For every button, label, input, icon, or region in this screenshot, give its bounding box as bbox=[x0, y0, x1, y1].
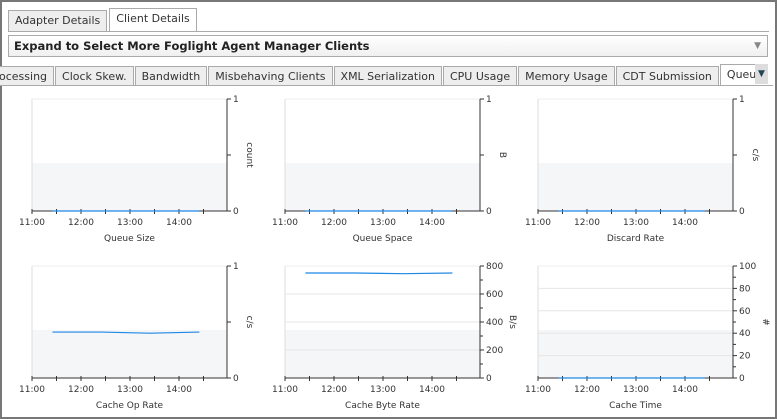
x-tick-label: 13:00 bbox=[117, 218, 143, 228]
tab-cdt-submission[interactable]: CDT Submission bbox=[615, 66, 719, 86]
y-tick-label: 200 bbox=[486, 346, 503, 356]
y-tick-label: 0 bbox=[486, 374, 492, 384]
chart-title: Cache Op Rate bbox=[96, 401, 164, 411]
chart-title: Cache Time bbox=[609, 401, 662, 411]
y-tick-label: 40 bbox=[739, 329, 751, 339]
y-axis-label: count bbox=[244, 142, 254, 168]
plot-band bbox=[285, 163, 480, 211]
y-axis-label: B/s bbox=[507, 315, 517, 329]
x-tick-label: 12:00 bbox=[68, 218, 94, 228]
tab-xml-serialization[interactable]: XML Serialization bbox=[333, 66, 442, 86]
x-tick-label: 11:00 bbox=[19, 385, 45, 395]
chart-title: Queue Space bbox=[353, 234, 413, 244]
x-tick-label: 11:00 bbox=[525, 218, 551, 228]
y-tick-label: 100 bbox=[739, 262, 756, 272]
main-tabs: Adapter Details Client Details bbox=[8, 8, 197, 32]
y-tick-label: 20 bbox=[739, 352, 751, 362]
chart-queue-size: 0 1 11:00 12:00 13:00 14:00 Queue Size count bbox=[19, 95, 254, 244]
y-tick-label: 1 bbox=[739, 95, 745, 105]
y-tick-label: 1 bbox=[233, 95, 239, 105]
chart-title: Queue Size bbox=[104, 234, 155, 244]
plot-band bbox=[32, 330, 227, 378]
x-tick-label: 12:00 bbox=[321, 385, 347, 395]
y-tick-label: 0 bbox=[486, 207, 492, 217]
y-axis-label: c/s bbox=[750, 149, 760, 162]
chart-title: Cache Byte Rate bbox=[345, 401, 420, 411]
x-tick-label: 13:00 bbox=[623, 218, 649, 228]
plot-band bbox=[538, 163, 733, 211]
x-tick-label: 14:00 bbox=[419, 385, 445, 395]
client-select-value: Expand to Select More Foglight Agent Man… bbox=[14, 39, 370, 53]
x-tick-label: 13:00 bbox=[117, 385, 143, 395]
chart-cache-byte-rate: 0 200 400 600 800 11:00 12:00 13:00 14:00 Cache B… bbox=[272, 262, 517, 411]
x-tick-label: 13:00 bbox=[623, 385, 649, 395]
chevron-down-icon[interactable]: ▼ bbox=[754, 41, 761, 51]
series-line bbox=[52, 331, 200, 334]
tab-clock-skew[interactable]: Clock Skew. bbox=[55, 66, 134, 86]
y-tick-label: 600 bbox=[486, 290, 503, 300]
divider bbox=[8, 31, 769, 32]
y-tick-label: 0 bbox=[233, 207, 239, 217]
y-tick-label: 60 bbox=[739, 307, 751, 317]
tab-processing[interactable]: ocessing bbox=[0, 66, 55, 86]
tab-misbehaving-clients[interactable]: Misbehaving Clients bbox=[208, 66, 333, 86]
chart-cache-time: 0 20 40 60 80 100 11:00 12:00 13:00 14:00 Cache Ti… bbox=[525, 262, 770, 411]
plot-band bbox=[285, 330, 480, 378]
chart-discard-rate: 0 1 11:00 12:00 13:00 14:00 Discard Rate c/s bbox=[525, 95, 760, 244]
y-tick-label: 400 bbox=[486, 318, 503, 328]
x-tick-label: 11:00 bbox=[19, 218, 45, 228]
x-tick-label: 12:00 bbox=[574, 218, 600, 228]
y-tick-label: 800 bbox=[486, 262, 503, 272]
x-tick-label: 11:00 bbox=[272, 218, 298, 228]
y-axis-label: B bbox=[497, 152, 507, 158]
y-axis-label: c/s bbox=[244, 316, 254, 329]
chart-queue-space: 0 1 11:00 12:00 13:00 14:00 Queue Space B bbox=[272, 95, 507, 244]
y-tick-label: 0 bbox=[739, 374, 745, 384]
plot-band bbox=[538, 330, 733, 378]
x-tick-label: 12:00 bbox=[321, 218, 347, 228]
divider bbox=[0, 85, 773, 86]
x-tick-label: 13:00 bbox=[370, 218, 396, 228]
x-tick-label: 14:00 bbox=[166, 385, 192, 395]
y-tick-label: 0 bbox=[739, 207, 745, 217]
chart-title: Discard Rate bbox=[607, 234, 665, 244]
tab-memory-usage[interactable]: Memory Usage bbox=[518, 66, 615, 86]
y-tick-label: 0 bbox=[233, 374, 239, 384]
subtabs: ocessing Clock Skew. Bandwidth Misbehaving … bbox=[0, 64, 758, 86]
tab-client-details[interactable]: Client Details bbox=[109, 8, 197, 32]
x-tick-label: 14:00 bbox=[419, 218, 445, 228]
series-line bbox=[305, 272, 453, 275]
x-tick-label: 13:00 bbox=[370, 385, 396, 395]
x-tick-label: 11:00 bbox=[272, 385, 298, 395]
x-tick-label: 12:00 bbox=[574, 385, 600, 395]
x-tick-label: 14:00 bbox=[672, 218, 698, 228]
plot-band bbox=[32, 163, 227, 211]
tab-bandwidth[interactable]: Bandwidth bbox=[134, 66, 208, 86]
tab-cpu-usage[interactable]: CPU Usage bbox=[442, 66, 518, 86]
x-tick-label: 14:00 bbox=[166, 218, 192, 228]
x-tick-label: 14:00 bbox=[672, 385, 698, 395]
y-tick-label: 1 bbox=[486, 95, 492, 105]
tab-adapter-details[interactable]: Adapter Details bbox=[8, 10, 108, 32]
tab-queue-utilization[interactable]: Queue Utilization bbox=[719, 64, 758, 86]
client-select[interactable]: Expand to Select More Foglight Agent Man… bbox=[8, 35, 768, 57]
y-tick-label: 1 bbox=[233, 262, 239, 272]
y-tick-label: 80 bbox=[739, 284, 751, 294]
x-tick-label: 12:00 bbox=[68, 385, 94, 395]
y-axis-label: # bbox=[760, 318, 770, 326]
more-tabs-chevron-icon[interactable]: ▼ bbox=[755, 64, 768, 84]
x-tick-label: 11:00 bbox=[525, 385, 551, 395]
